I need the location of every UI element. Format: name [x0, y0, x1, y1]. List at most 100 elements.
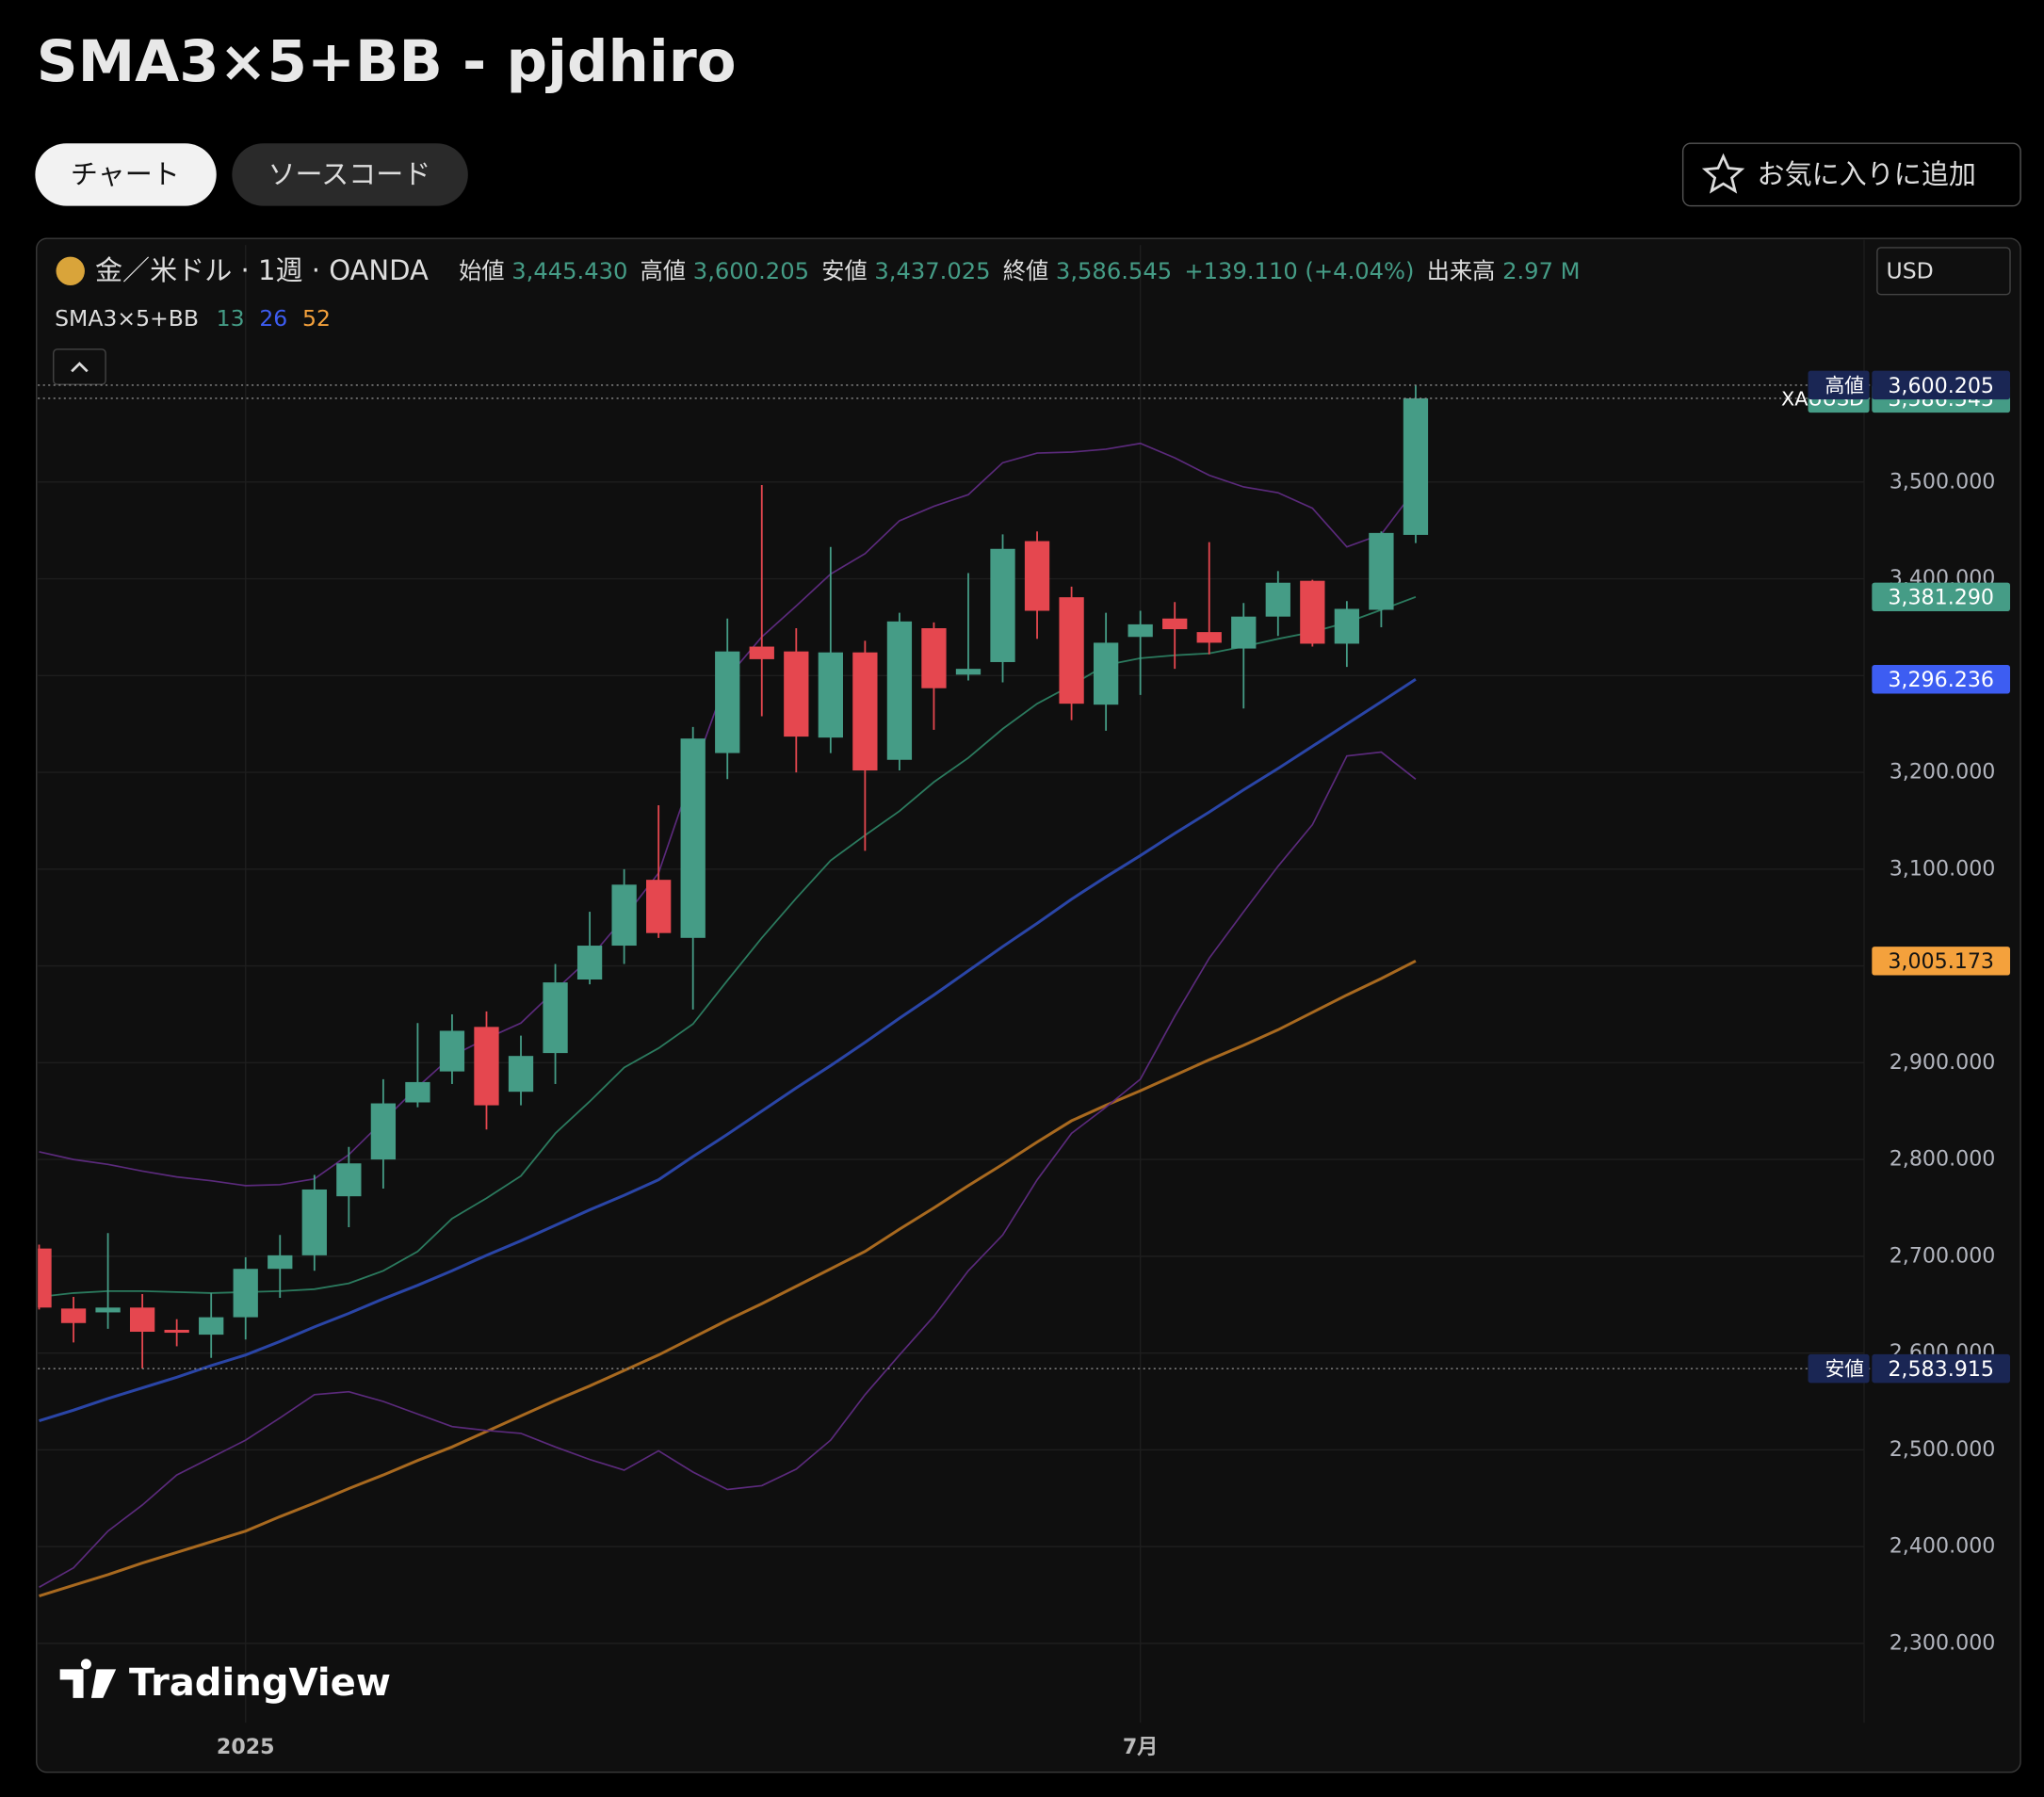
- y-tick-label: 2,400.000: [1890, 1534, 1996, 1559]
- y-tick-label: 2,900.000: [1890, 1050, 1996, 1075]
- candle-body: [886, 621, 913, 760]
- indicator-param: 26: [259, 304, 287, 331]
- legend-value: 3,600.205: [693, 258, 809, 284]
- indicator-param: 13: [217, 304, 245, 331]
- candle-body: [611, 884, 637, 947]
- tab-label: ソースコード: [268, 158, 430, 190]
- currency-box[interactable]: [1876, 247, 2011, 296]
- candle-body: [715, 651, 740, 753]
- legend-name: 高値: [641, 258, 686, 284]
- legend-name: 始値: [459, 258, 504, 284]
- legend-name: 安値: [821, 258, 867, 284]
- tag-name-box: [1808, 1353, 1870, 1384]
- tab-label: チャート: [71, 158, 180, 190]
- candle-body: [199, 1317, 224, 1336]
- candle-body: [852, 652, 878, 771]
- candle-body: [336, 1163, 362, 1197]
- chart-panel: [36, 237, 2021, 1773]
- price-tag-label: 3,005.173: [1888, 949, 1994, 974]
- indicator-line: [39, 959, 1417, 1597]
- candle-body: [164, 1329, 189, 1334]
- ohlc-legend: 始値 3,445.430 高値 3,600.205 安値 3,437.025 終…: [459, 258, 1580, 284]
- price-tag: [1872, 370, 2011, 400]
- plot-area: [38, 245, 1865, 1724]
- candle-body: [1196, 632, 1222, 643]
- y-tick-label: 3,100.000: [1890, 856, 1996, 881]
- candle-body: [955, 669, 981, 675]
- candle-body: [646, 880, 672, 933]
- tab-source[interactable]: [232, 143, 468, 206]
- price-tag: [1872, 665, 2011, 694]
- candle-body: [1300, 580, 1325, 644]
- candle-body: [474, 1027, 499, 1106]
- legend-name: 終値: [1003, 258, 1048, 284]
- candle-body: [508, 1056, 534, 1093]
- legend-value: 3,586.545: [1056, 258, 1172, 284]
- symbol-icon: [56, 256, 85, 286]
- candle-body: [543, 982, 568, 1054]
- legend-name: 出来高: [1427, 258, 1496, 284]
- indicator-name: SMA3×5+BB: [55, 304, 199, 331]
- candle-body: [1127, 623, 1153, 638]
- y-tick-label: 2,800.000: [1890, 1147, 1996, 1172]
- indicator-line: [39, 595, 1417, 1298]
- candle-body: [818, 652, 843, 738]
- price-tag-label: 2,583.915: [1888, 1357, 1994, 1382]
- symbol: 金／米ドル · 1週 · OANDA: [95, 254, 429, 286]
- legend-change: +139.110 (+4.04%): [1184, 258, 1414, 284]
- candle-body: [784, 651, 809, 737]
- logo-icon: [59, 1659, 117, 1698]
- candle-body: [1334, 608, 1360, 644]
- price-tag: [1872, 947, 2011, 976]
- candle-body: [990, 548, 1015, 662]
- candle-body: [1231, 616, 1257, 649]
- price-tag-label: 3,296.236: [1888, 668, 1994, 692]
- candle-body: [38, 1248, 52, 1308]
- candle-body: [1369, 532, 1394, 610]
- indicator-param: 52: [302, 304, 331, 331]
- candle-body: [439, 1030, 465, 1072]
- collapse-button[interactable]: [53, 348, 106, 385]
- candle-body: [680, 738, 706, 938]
- candle-body: [1059, 597, 1084, 704]
- candle-body: [301, 1189, 327, 1255]
- tag-name: 安値: [1825, 1358, 1864, 1381]
- candle-body: [405, 1081, 430, 1103]
- legend-value: 3,437.025: [874, 258, 990, 284]
- candle-body: [233, 1269, 258, 1318]
- indicator-legend: SMA3×5+BB 13 26 52: [55, 304, 331, 331]
- star-icon: [1701, 153, 1745, 194]
- price-tag-label: 3,600.205: [1888, 374, 1994, 398]
- candle-body: [1403, 397, 1429, 535]
- candle-body: [749, 646, 774, 659]
- chevron-icon: [71, 362, 89, 373]
- favorite-label: お気に入りに追加: [1758, 158, 1976, 190]
- candle-body: [1093, 642, 1119, 705]
- candle-body: [95, 1307, 121, 1313]
- candle-body: [268, 1255, 293, 1270]
- candle-body: [1265, 582, 1290, 617]
- candle-body: [1024, 541, 1050, 611]
- legend-value: 2.97 M: [1502, 258, 1580, 284]
- candle-body: [1162, 618, 1188, 630]
- price-tag: [1872, 1353, 2011, 1384]
- indicator-line: [39, 677, 1417, 1423]
- tab-chart[interactable]: [35, 143, 217, 206]
- indicator-line: [39, 751, 1417, 1589]
- y-tick-label: 2,700.000: [1890, 1243, 1996, 1268]
- y-tick-label: 3,200.000: [1890, 760, 1996, 785]
- watermark: TradingView: [129, 1661, 391, 1705]
- page-title: SMA3×5+BB - pjdhiro: [37, 28, 737, 95]
- price-tag-label: 3,381.290: [1888, 586, 1994, 610]
- y-tick-label: 3,500.000: [1890, 469, 1996, 494]
- x-tick-label: 2025: [217, 1735, 275, 1759]
- legend-value: 3,445.430: [511, 258, 627, 284]
- y-tick-label: 2,500.000: [1890, 1437, 1996, 1462]
- x-tick-label: 7月: [1123, 1735, 1159, 1759]
- candle-body: [576, 946, 603, 980]
- candle-body: [60, 1308, 87, 1323]
- favorite-button[interactable]: [1681, 142, 2021, 207]
- tag-name-box: [1808, 370, 1870, 400]
- currency: USD: [1887, 258, 1934, 284]
